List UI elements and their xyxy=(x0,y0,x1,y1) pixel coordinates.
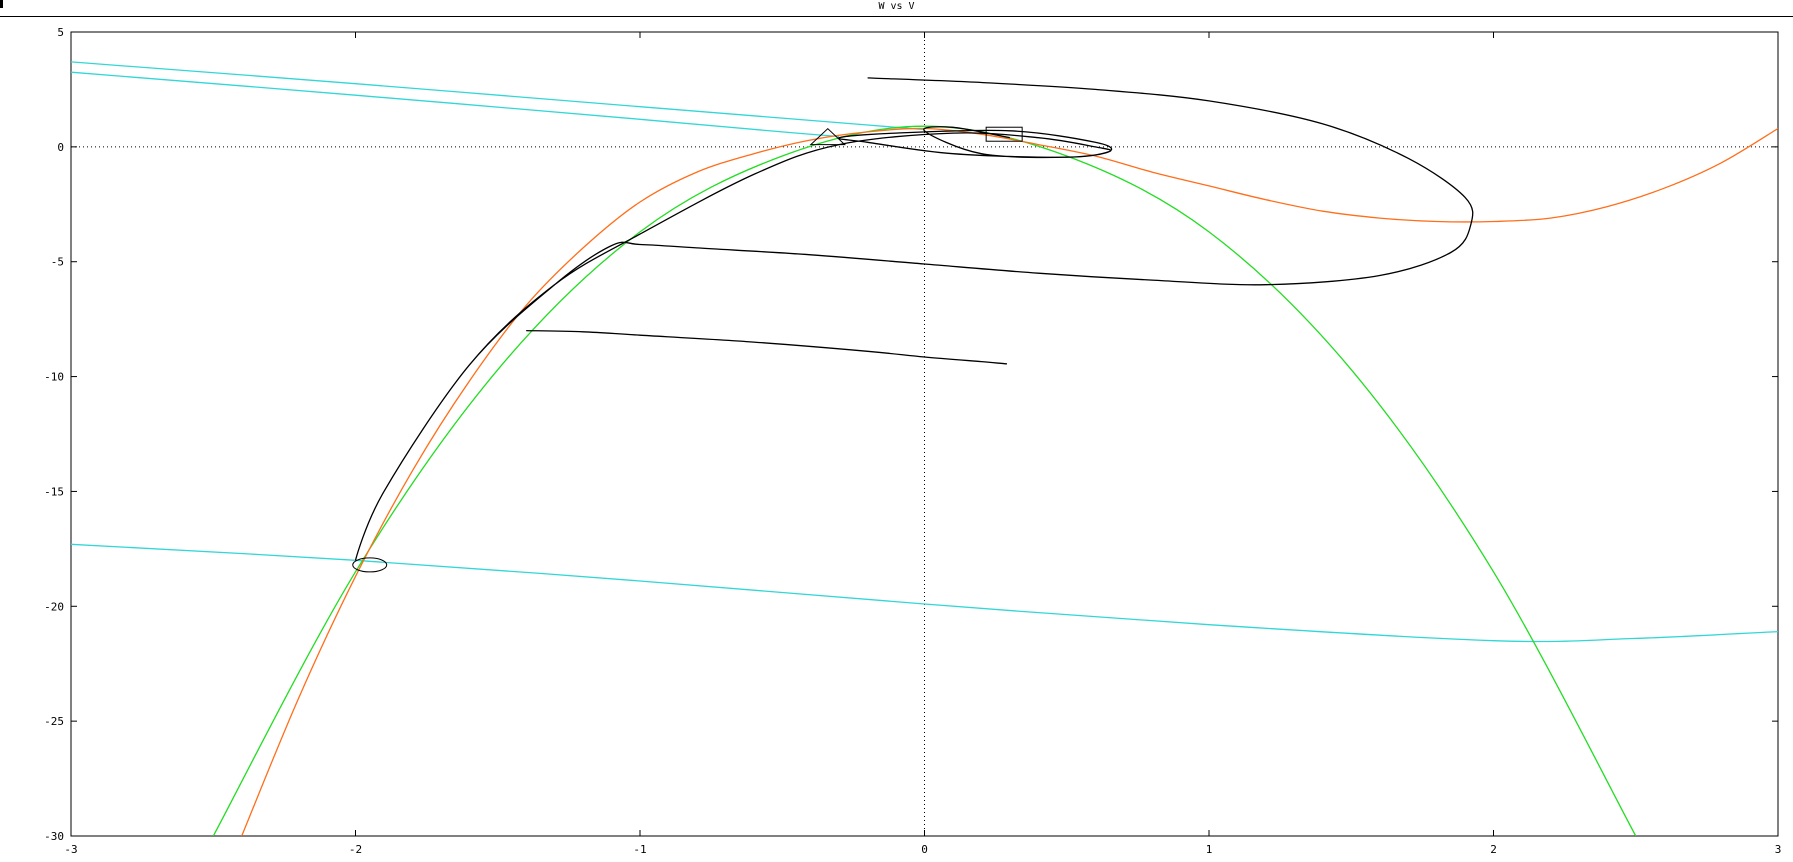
x-tick-label: 0 xyxy=(921,843,928,856)
y-tick-label: -25 xyxy=(44,715,64,728)
y-tick-label: -5 xyxy=(51,256,64,269)
y-tick-label: -20 xyxy=(44,600,64,613)
series-line-4 xyxy=(212,125,1637,836)
y-tick-label: 0 xyxy=(57,141,64,154)
x-tick-label: -1 xyxy=(633,843,646,856)
marker-circle xyxy=(352,557,388,573)
series-line-5 xyxy=(241,127,1778,836)
series-line-1 xyxy=(71,61,925,131)
series-line-2 xyxy=(71,71,840,138)
x-tick-label: 2 xyxy=(1490,843,1497,856)
series-line-7 xyxy=(526,329,1008,365)
title-bar: W vs V xyxy=(0,0,1793,17)
corner-mark xyxy=(0,0,3,8)
x-tick-label: -3 xyxy=(64,843,77,856)
y-tick-label: -30 xyxy=(44,830,64,843)
y-tick-label: -15 xyxy=(44,485,64,498)
marker-square xyxy=(985,126,1023,142)
series-line-6 xyxy=(354,77,1474,561)
x-tick-label: 1 xyxy=(1206,843,1213,856)
x-tick-label: -2 xyxy=(349,843,362,856)
series-group xyxy=(71,61,1778,836)
chart-title: W vs V xyxy=(878,1,915,12)
y-tick-label: 5 xyxy=(57,26,64,39)
y-tick-label: -10 xyxy=(44,371,64,384)
x-tick-label: 3 xyxy=(1775,843,1782,856)
marker-triangle xyxy=(809,127,847,146)
